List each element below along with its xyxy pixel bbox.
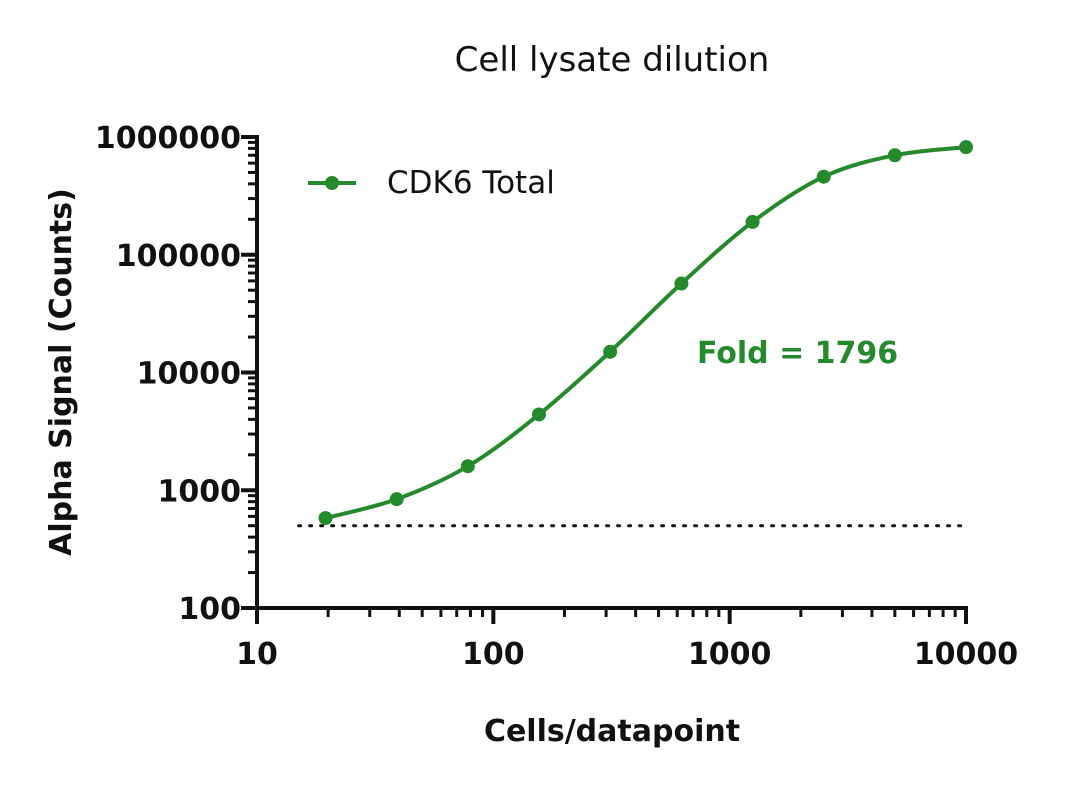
legend: CDK6 Total [308,165,555,201]
x-tick-label: 10000 [914,637,1018,672]
y-axis: 100 1000 10000 100000 1000000 [95,121,259,627]
data-point [318,511,333,526]
data-point [460,459,475,474]
y-axis-label: Alpha Signal (Counts) [44,188,79,556]
data-point [389,492,404,507]
x-tick-label: 10 [236,637,278,672]
series-group [318,140,973,526]
y-tick-label: 100 [178,592,241,627]
data-point [816,169,831,184]
data-point [603,344,618,359]
legend-marker [325,176,339,190]
series-line [325,145,967,521]
x-axis: 10 100 1000 10000 [236,606,1018,672]
x-tick-label: 1000 [688,637,772,672]
data-point [959,140,973,155]
data-point [531,407,546,422]
y-tick-label: 1000 [158,474,242,509]
data-point [887,148,902,163]
x-tick-label: 100 [462,637,525,672]
chart-title: Cell lysate dilution [455,40,770,80]
data-point [674,276,689,291]
fold-annotation: Fold = 1796 [697,336,898,371]
y-tick-label: 100000 [116,239,241,274]
legend-label: CDK6 Total [387,165,555,201]
data-point [745,214,760,229]
x-axis-label: Cells/datapoint [484,714,740,749]
y-tick-label: 10000 [137,357,241,392]
y-tick-label: 1000000 [95,121,241,156]
